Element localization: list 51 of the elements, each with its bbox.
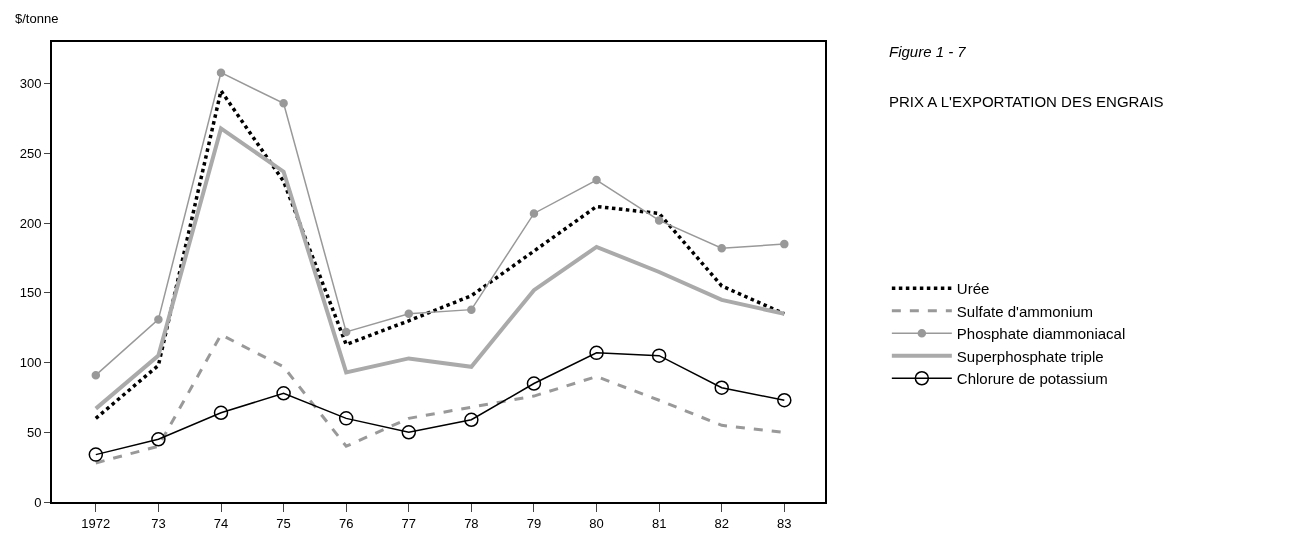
x-tick-label: 79 [526, 515, 542, 531]
text: Figure 1 - 7 [889, 43, 967, 60]
point [714, 380, 729, 395]
y-tick-label: 50 [26, 424, 42, 440]
point [529, 209, 539, 218]
point [464, 412, 479, 427]
point [404, 309, 414, 319]
text: PRIX A L'EXPORTATION DES ENGRAIS [889, 93, 1164, 110]
point [279, 99, 288, 108]
legend-label: Superphosphate triple [956, 347, 1104, 365]
x-tick-label: 82 [714, 515, 729, 531]
y-axis-title: $/tonne [15, 11, 59, 26]
legend-label: Phosphate diammoniacal [956, 325, 1126, 343]
x-tick-label: 76 [338, 515, 354, 531]
x-tick-label: 83 [777, 515, 792, 531]
legend-label: Urée [956, 280, 990, 298]
y-tick-label: 250 [19, 146, 42, 162]
point [654, 216, 664, 225]
point [777, 392, 792, 408]
point [717, 244, 726, 253]
x-tick-label: 74 [213, 515, 229, 531]
x-tick-label: 77 [401, 515, 416, 531]
y-tick-label: 150 [19, 285, 42, 301]
point [216, 68, 226, 77]
point [526, 376, 542, 391]
point [401, 425, 417, 440]
x-tick-label: 75 [276, 515, 291, 531]
x-tick-label: 1972 [81, 515, 111, 531]
x-tick-label: 81 [651, 515, 667, 531]
point [467, 305, 476, 314]
point [213, 405, 229, 421]
point [341, 327, 351, 337]
x-tick-label: 80 [589, 515, 604, 531]
point [91, 370, 101, 380]
x-tick-label: 78 [464, 515, 479, 531]
point [154, 315, 163, 324]
x-tick-label: 73 [151, 515, 166, 531]
point [88, 447, 104, 462]
point [780, 239, 789, 249]
y-tick-label: 0 [34, 494, 42, 510]
legend-label: Sulfate d'ammonium [956, 302, 1094, 320]
point [338, 411, 354, 426]
point [151, 432, 166, 447]
point [592, 175, 601, 185]
y-tick-label: 200 [19, 215, 42, 231]
point [276, 386, 291, 401]
y-tick-label: 100 [19, 355, 42, 371]
legend-label: Chlorure de potassium [956, 370, 1108, 388]
y-tick-label: 300 [19, 76, 42, 92]
point [589, 345, 604, 361]
point [651, 348, 667, 363]
